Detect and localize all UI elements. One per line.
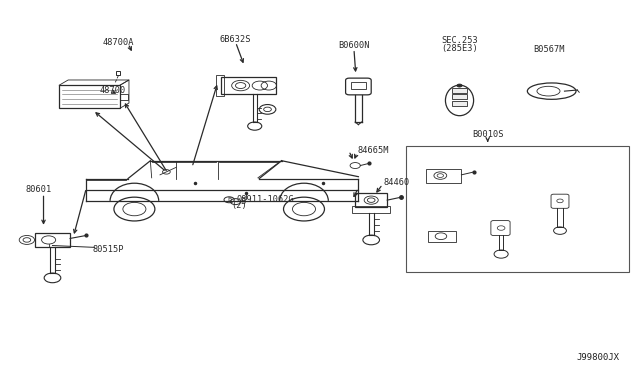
Bar	[406, 146, 629, 272]
Text: (285E3): (285E3)	[441, 44, 478, 53]
Text: 84460: 84460	[384, 178, 410, 187]
Text: B0600N: B0600N	[338, 41, 370, 50]
Text: 6B632S: 6B632S	[220, 35, 252, 44]
Text: B: B	[227, 197, 231, 202]
Text: B0567M: B0567M	[533, 45, 565, 54]
Bar	[426, 169, 461, 183]
Bar	[452, 101, 467, 106]
Bar	[35, 232, 70, 247]
Bar	[452, 94, 467, 99]
Bar	[120, 94, 128, 100]
Circle shape	[457, 84, 462, 87]
Bar	[428, 231, 456, 242]
Text: SEC.253: SEC.253	[441, 36, 478, 45]
Text: B: B	[241, 197, 246, 206]
Text: J99800JX: J99800JX	[577, 353, 620, 362]
Bar	[452, 88, 467, 93]
Text: 84665M: 84665M	[357, 146, 388, 155]
Text: (2): (2)	[232, 201, 247, 210]
Bar	[355, 193, 387, 207]
Text: 48700A: 48700A	[102, 38, 134, 46]
Bar	[352, 206, 390, 213]
Bar	[60, 85, 120, 108]
Text: 48700: 48700	[99, 86, 125, 94]
Text: 08911-1062G: 08911-1062G	[236, 195, 294, 204]
Bar	[351, 82, 366, 89]
Text: 80515P: 80515P	[93, 245, 124, 254]
Text: B0010S: B0010S	[472, 130, 504, 139]
Text: 80601: 80601	[25, 185, 52, 194]
Bar	[216, 75, 224, 96]
Bar	[221, 77, 276, 94]
